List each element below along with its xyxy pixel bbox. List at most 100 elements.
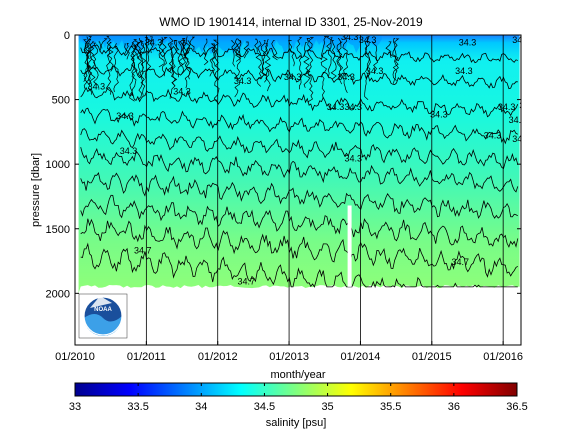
contour-line [80, 242, 518, 289]
contour-line [264, 39, 272, 92]
contour-line [255, 40, 262, 87]
contour-label: 34.3 [345, 154, 363, 164]
y-tick-label: 1500 [46, 224, 70, 236]
contour-line [306, 38, 311, 52]
contour-label: 34.3 [345, 102, 363, 112]
contour-line [161, 37, 168, 77]
contour-label: 34.7 [134, 245, 152, 255]
contour-label: 34.3 [337, 72, 355, 82]
contour-line [92, 42, 100, 89]
contour-line [80, 86, 519, 118]
contour-line [167, 37, 174, 74]
contour-label: 34.3 [512, 35, 530, 45]
contour-line [149, 36, 154, 54]
colorbar-tick-label: 34.5 [254, 401, 275, 413]
colorbar-tick-label: 35.5 [380, 401, 401, 413]
contour-line [327, 37, 333, 77]
contour-line [85, 39, 92, 60]
contour-line [183, 36, 191, 89]
contour-line [235, 38, 242, 62]
contour-labels: 34.3 34.3 34.3 34.334.334.334.334.3 34.3 34.3… [88, 32, 537, 286]
contour-line [210, 43, 217, 67]
y-tick-label: 0 [64, 30, 70, 42]
x-axis: 01/2010 01/2011 01/2012 01/2013 01/2014 01/20… [55, 341, 523, 363]
contour-label: 34.7 [452, 257, 470, 267]
contour-line [320, 36, 328, 98]
contour-line [100, 38, 108, 49]
x-tick-label: 01/2016 [483, 351, 523, 363]
contour-label: 34.7 [238, 276, 256, 286]
contour-label: 34.3 [327, 102, 345, 112]
contour-line [203, 38, 209, 66]
contour-label: 34.3 [509, 115, 527, 125]
colorbar-tick-label: 36 [448, 401, 460, 413]
contour-line [336, 41, 344, 85]
noaa-logo: NOAA [78, 293, 128, 339]
contour-line [296, 37, 303, 90]
colorbar-tick-label: 35 [321, 401, 333, 413]
contour-line [85, 36, 93, 95]
contour-label: 34.3 [145, 37, 163, 47]
y-tick-label: 500 [52, 95, 70, 107]
colorbar-ticks: 33 33.5 34 34.5 35 35.5 36 36.5 [69, 383, 528, 413]
contour-line [235, 40, 242, 58]
contour-line [306, 37, 315, 103]
contour-label: 34.3 [341, 32, 359, 42]
contour-line [364, 41, 371, 101]
contour-label: 34.3 [512, 134, 530, 144]
contour-line [262, 43, 268, 83]
contour-line [209, 43, 215, 77]
contour-line [336, 37, 343, 71]
contour-line [392, 38, 399, 84]
contour-line [271, 40, 278, 61]
upper-layer-variability [82, 35, 382, 55]
y-tick-label: 1000 [46, 159, 70, 171]
contour-line [125, 42, 130, 60]
plot-frame [74, 34, 522, 346]
contour-line [113, 43, 119, 93]
contour-line [80, 194, 519, 248]
contour-line [106, 41, 114, 72]
contour-label: 34.3 [234, 76, 252, 86]
contour-line [177, 41, 184, 78]
year-grid-lines [145, 35, 504, 345]
contour-label: 34.3 [430, 110, 448, 120]
colorbar: 33 33.5 34 34.5 35 35.5 36 36.5 salinity [psu] [69, 382, 528, 429]
contour-line [139, 40, 146, 96]
contour-lines [80, 35, 519, 289]
contour-line [80, 146, 519, 193]
contour-line [179, 37, 186, 75]
contour-line [98, 41, 102, 52]
contour-line [171, 40, 178, 87]
contour-line [80, 172, 518, 219]
contour-label: 34.3 [484, 130, 502, 140]
contour-line [181, 40, 188, 54]
x-tick-label: 01/2013 [269, 351, 309, 363]
contour-label: 34.3 [519, 101, 537, 111]
contour-line [341, 37, 349, 94]
contour-line [364, 35, 371, 73]
x-tick-label: 01/2011 [127, 351, 166, 363]
contour-line [182, 39, 186, 60]
contour-line [136, 38, 143, 101]
contour-line [189, 36, 196, 51]
contour-line [254, 38, 259, 53]
x-tick-label: 01/2015 [412, 351, 452, 363]
colorbar-tick-label: 33.5 [127, 401, 148, 413]
y-tick-label: 2000 [46, 288, 70, 300]
contour-label: 34.3 [498, 102, 516, 112]
contour-line [80, 128, 519, 170]
colorbar-tick-label: 33 [69, 401, 81, 413]
contour-line [392, 38, 400, 82]
contour-line [83, 36, 90, 89]
contour-line [303, 42, 311, 88]
colorbar-gradient [74, 382, 518, 397]
contour-label: 34.3 [366, 66, 384, 76]
y-axis-label: pressure [dbar] [30, 153, 42, 227]
x-tick-label: 01/2014 [341, 351, 381, 363]
contour-line [80, 64, 518, 90]
contour-line [80, 218, 519, 278]
contour-line [129, 42, 136, 102]
